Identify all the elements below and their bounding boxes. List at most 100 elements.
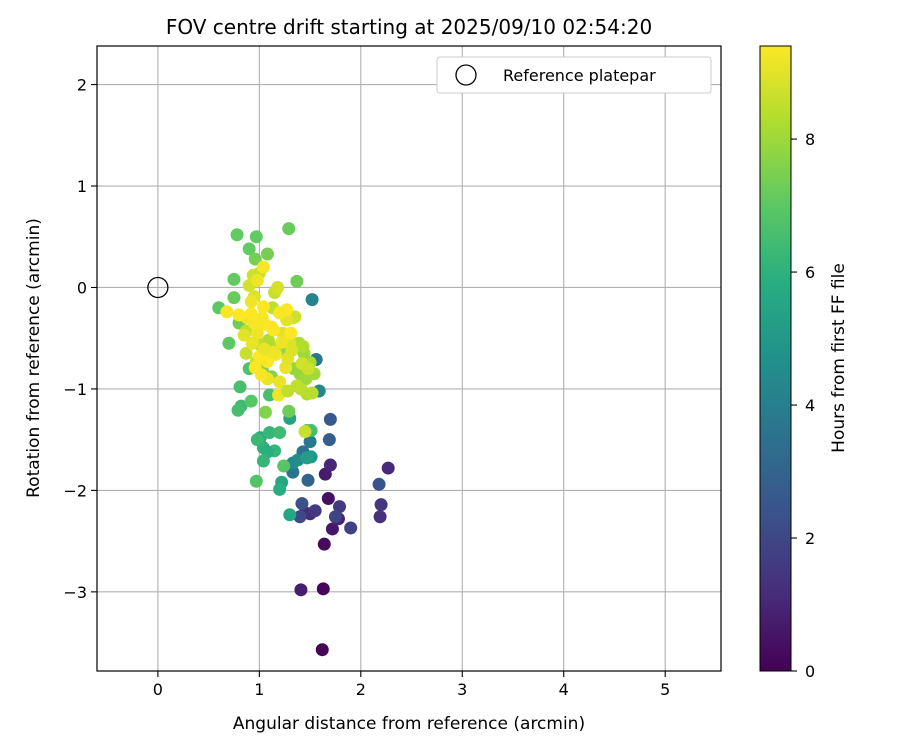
data-point [257,342,271,356]
data-point [323,412,337,426]
data-point [374,498,388,512]
data-point [273,482,287,496]
data-point [325,522,339,536]
colorbar-tick-label: 6 [805,263,815,282]
reference-platepar-marker [147,276,169,299]
data-point [227,291,241,305]
colorbar-ticks: 0 2 4 6 8 [791,130,815,681]
data-point [285,343,299,357]
data-point [317,537,331,551]
x-tick-label: 5 [660,680,670,699]
x-axis-label: Angular distance from reference (arcmin) [233,714,585,734]
data-point [273,306,287,320]
data-point [237,328,251,342]
data-point [344,521,358,535]
colorbar-tick-label: 8 [805,130,815,149]
data-point [256,260,270,274]
data-point [323,458,337,472]
data-point [242,242,256,256]
data-point [231,403,245,417]
data-point [265,320,279,334]
x-tick-label: 1 [254,680,264,699]
colorbar-gradient [759,45,792,672]
plot-frame [96,45,722,672]
data-point [250,273,264,287]
data-point [282,222,296,236]
data-point [301,362,315,376]
scatter-points [212,222,395,657]
data-point [250,326,264,340]
data-point [244,394,258,408]
data-point [373,510,387,524]
chart-title: FOV centre drift starting at 2025/09/10 … [166,15,652,39]
data-point [255,311,269,325]
y-tick-label: −3 [63,583,87,602]
data-point [372,477,386,491]
legend-box [436,56,712,94]
data-point [230,228,244,242]
data-point [220,305,234,319]
data-point [290,274,304,288]
data-point [332,500,346,514]
data-point [249,474,263,488]
y-tick-label: 0 [77,278,87,297]
data-point [277,459,291,473]
data-point [321,492,335,506]
data-point [227,272,241,286]
data-point [284,326,298,340]
data-point [262,426,276,440]
y-axis-label: Rotation from reference (arcmin) [24,218,44,498]
colorbar-tick-label: 2 [805,529,815,548]
data-point [283,508,297,522]
legend-label: Reference platepar [503,66,656,85]
data-point [322,433,336,447]
data-point [262,388,276,402]
y-tick-label: 1 [77,177,87,196]
data-point [301,473,315,487]
data-point [294,583,308,597]
data-point [381,461,395,475]
data-point [256,454,270,468]
colorbar: 0 2 4 6 8 Hours from first FF file [759,45,849,681]
data-point [305,386,319,400]
data-point [293,510,307,524]
data-point [250,433,264,447]
data-point [296,339,310,353]
data-point [233,380,247,394]
colorbar-tick-label: 0 [805,662,815,681]
data-point [222,336,236,350]
data-point [273,426,287,440]
data-point [298,425,312,439]
data-point [308,504,322,518]
data-point [275,335,289,349]
data-point [303,435,317,449]
data-point [256,300,270,314]
data-point [232,308,246,322]
colorbar-label: Hours from first FF file [829,263,849,453]
data-point [295,497,309,511]
data-point [300,451,314,465]
data-point [315,643,329,657]
data-point [273,375,287,389]
y-tick-label: 2 [77,76,87,95]
x-tick-label: 3 [457,680,467,699]
data-point [328,510,342,524]
data-point [239,346,253,360]
data-point [316,582,330,596]
data-point [254,368,268,382]
y-tick-label: −1 [63,380,87,399]
data-point [286,465,300,479]
data-point [260,247,274,261]
data-point [282,404,296,418]
data-point [248,252,262,266]
legend-marker [455,64,477,86]
data-point [258,405,272,419]
data-point [245,336,259,350]
colorbar-tick-label: 4 [805,396,815,415]
data-point [244,295,258,309]
grid-lines [97,46,721,671]
legend: Reference platepar [436,56,712,94]
data-point [281,384,295,398]
data-point [271,280,285,294]
